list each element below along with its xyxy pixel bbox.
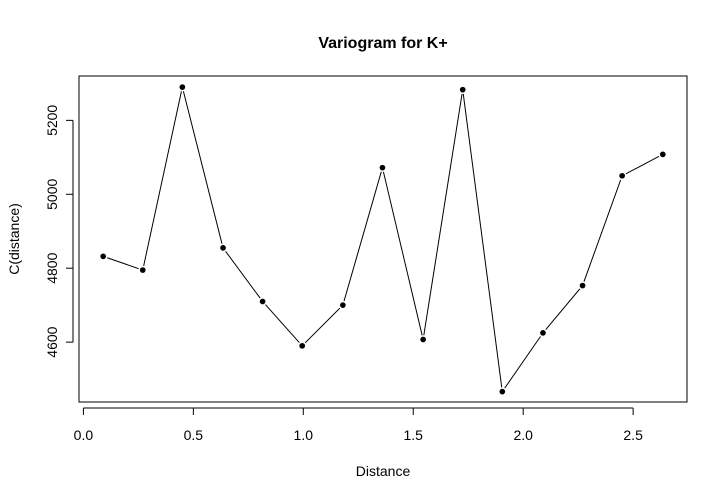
data-point (658, 150, 668, 159)
x-tick-label: 0.5 (184, 427, 204, 443)
x-tick-label: 1.0 (294, 427, 314, 443)
data-point (177, 82, 187, 92)
x-tick-label: 1.5 (404, 427, 424, 443)
plot-frame (78, 75, 688, 403)
y-axis: 4600 4800 5000 5200 (44, 105, 74, 358)
data-point (497, 387, 507, 397)
data-point (617, 171, 627, 181)
data-point (138, 265, 148, 275)
data-points (98, 82, 668, 397)
data-point (458, 85, 468, 95)
x-axis-label: Distance (356, 463, 411, 479)
x-tick-label: 0.0 (74, 427, 94, 443)
x-axis: 0.0 0.5 1.0 1.5 2.0 2.5 (74, 407, 643, 443)
series-line (103, 86, 664, 394)
data-point (378, 163, 387, 173)
data-point (98, 252, 108, 261)
data-point (538, 328, 548, 338)
data-point (218, 243, 228, 253)
data-point (297, 341, 307, 351)
data-point (338, 300, 348, 310)
y-axis-label: C(distance) (6, 203, 22, 275)
data-point (578, 281, 587, 290)
data-point (418, 335, 428, 344)
chart-title: Variogram for K+ (318, 35, 447, 52)
x-tick-label: 2.0 (513, 427, 533, 443)
y-tick-label: 5200 (44, 105, 60, 136)
y-tick-label: 4800 (44, 252, 60, 283)
y-tick-label: 4600 (44, 326, 60, 357)
x-tick-label: 2.5 (623, 427, 643, 443)
data-point (258, 297, 267, 306)
y-tick-label: 5000 (44, 178, 60, 209)
